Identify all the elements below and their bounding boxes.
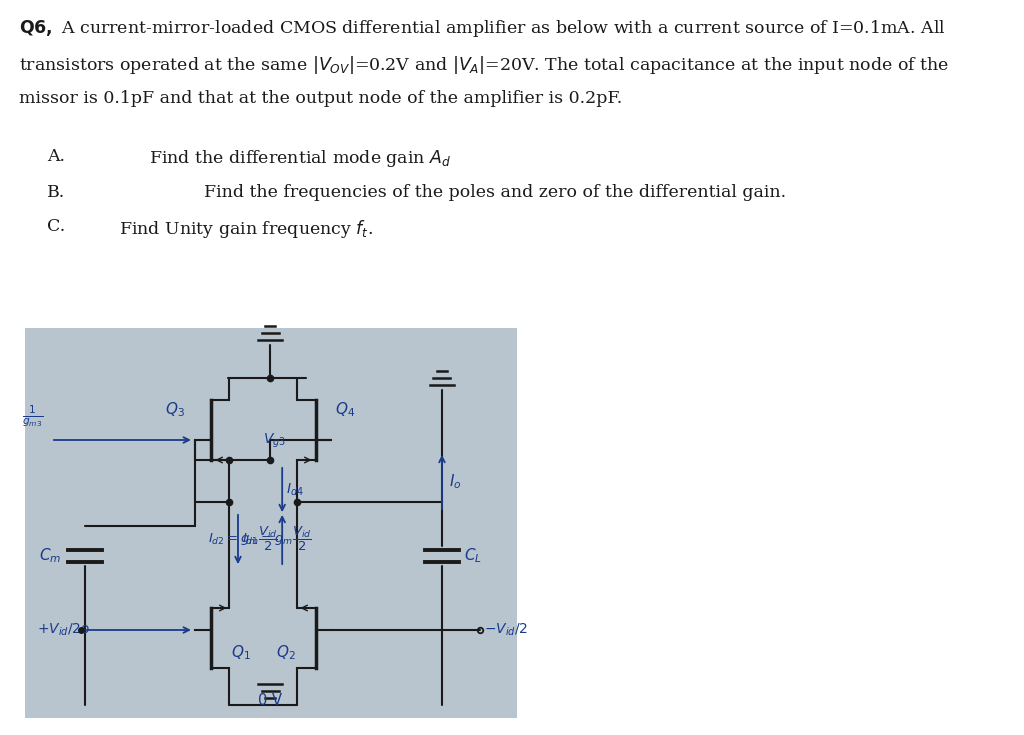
Text: $\frac{1}{g_{m3}}$: $\frac{1}{g_{m3}}$ — [22, 404, 43, 429]
Text: Find Unity gain frequency $f_t$.: Find Unity gain frequency $f_t$. — [119, 218, 373, 240]
Text: $I_o$: $I_o$ — [449, 473, 461, 492]
Text: C.: C. — [47, 218, 65, 235]
Text: $I_{d4}$: $I_{d4}$ — [287, 482, 304, 498]
Text: $I_{d1} = g_m\dfrac{V_{id}}{2}$: $I_{d1} = g_m\dfrac{V_{id}}{2}$ — [243, 525, 312, 553]
Text: $Q_3$: $Q_3$ — [166, 401, 185, 420]
Text: $C_L$: $C_L$ — [464, 547, 482, 565]
Bar — [26, 328, 517, 718]
Text: Find the differential mode gain $A_d$: Find the differential mode gain $A_d$ — [148, 148, 451, 169]
Text: transistors operated at the same $|V_{OV}|$=0.2V and $|V_A|$=20V. The total capa: transistors operated at the same $|V_{OV… — [18, 54, 949, 76]
Text: missor is 0.1pF and that at the output node of the amplifier is 0.2pF.: missor is 0.1pF and that at the output n… — [18, 90, 622, 107]
Text: 0 V: 0 V — [258, 693, 283, 708]
Text: B.: B. — [47, 184, 65, 201]
Text: A.: A. — [47, 148, 65, 165]
Text: $\mathbf{Q6,}$ A current-mirror-loaded CMOS differential amplifier as below with: $\mathbf{Q6,}$ A current-mirror-loaded C… — [18, 18, 945, 39]
Text: $-V_{id}/2$: $-V_{id}/2$ — [484, 622, 528, 638]
Text: $Q_1$: $Q_1$ — [231, 644, 251, 662]
Text: $+V_{id}/2$o: $+V_{id}/2$o — [37, 622, 90, 638]
Text: $Q_2$: $Q_2$ — [276, 644, 296, 662]
Text: $C_m$: $C_m$ — [39, 547, 61, 565]
Text: $Q_4$: $Q_4$ — [335, 401, 355, 420]
Text: $V_{g3}$: $V_{g3}$ — [263, 432, 286, 451]
Text: Find the frequencies of the poles and zero of the differential gain.: Find the frequencies of the poles and ze… — [204, 184, 786, 201]
Text: $I_{d2} = g_m\dfrac{V_{id}}{2}$: $I_{d2} = g_m\dfrac{V_{id}}{2}$ — [208, 525, 278, 553]
